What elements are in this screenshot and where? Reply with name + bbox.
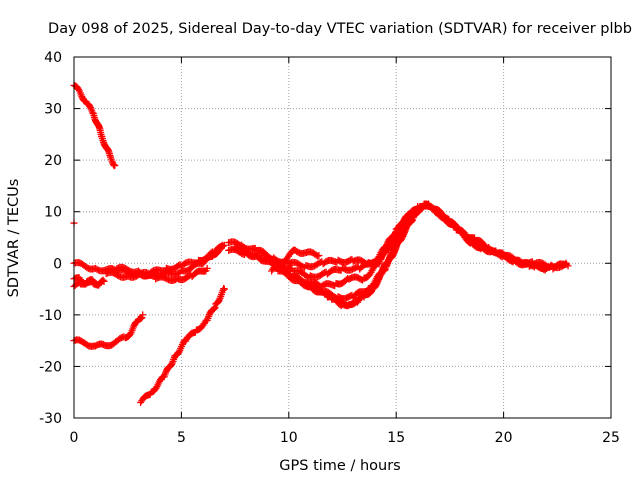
- data-point: [369, 284, 377, 292]
- y-tick-labels: -30 -20 -10 0 10 20 30 40: [39, 50, 62, 427]
- x-tick-label: 5: [177, 430, 186, 446]
- series-arc-decay-3: [431, 205, 551, 274]
- data-point: [109, 161, 117, 169]
- y-tick-label: 40: [44, 50, 62, 66]
- data-point: [94, 281, 102, 289]
- y-tick-label: 20: [44, 153, 62, 169]
- x-tick-label: 20: [495, 430, 513, 446]
- y-tick-label: -30: [39, 411, 62, 427]
- x-tick-label: 0: [70, 430, 79, 446]
- series-arc-lower-left: [70, 311, 147, 350]
- data-point: [210, 305, 218, 313]
- data-point: [99, 276, 107, 284]
- chart-title: Day 098 of 2025, Sidereal Day-to-day VTE…: [48, 21, 632, 37]
- series-arc-rising: [137, 285, 228, 407]
- plot-frame: [73, 56, 612, 419]
- data-point: [139, 311, 147, 319]
- series-arc-short-b: [70, 276, 104, 290]
- data-point: [100, 277, 108, 285]
- data-point: [174, 349, 182, 357]
- series-arc-decay-2: [424, 203, 570, 273]
- data-point: [410, 212, 418, 220]
- y-tick-label: -10: [39, 308, 62, 324]
- data-point: [219, 242, 227, 250]
- data-point: [375, 275, 383, 283]
- series-arc-decay-1: [420, 200, 572, 272]
- data-point: [75, 85, 83, 93]
- data-point: [543, 264, 551, 272]
- axis-ticks: [73, 56, 612, 419]
- data-point: [374, 277, 382, 285]
- data-point: [461, 230, 469, 238]
- series-arc-band-3: [113, 263, 211, 285]
- data-point: [383, 246, 391, 254]
- data-point: [370, 283, 378, 291]
- data-point: [383, 261, 391, 269]
- series-arc-mid-isolated: [268, 246, 323, 275]
- y-axis-title: SDTVAR / TECUs: [6, 179, 22, 298]
- data-point: [168, 360, 176, 368]
- y-tick-label: 0: [53, 256, 62, 272]
- y-tick-label: -20: [39, 359, 62, 375]
- x-tick-label: 25: [602, 430, 620, 446]
- data-point: [562, 259, 570, 267]
- series-arc-descending: [70, 81, 119, 170]
- data-point: [561, 260, 569, 268]
- x-axis-title: GPS time / hours: [279, 458, 400, 474]
- data-point: [168, 359, 176, 367]
- data-point: [129, 323, 137, 331]
- data-points: [70, 81, 572, 407]
- y-tick-label: 30: [44, 102, 62, 118]
- data-point: [137, 314, 145, 322]
- data-point: [86, 104, 94, 112]
- grid: [74, 57, 611, 418]
- data-point: [175, 348, 183, 356]
- data-point: [211, 304, 219, 312]
- series-arc-band-2: [102, 241, 228, 281]
- data-point: [215, 296, 223, 304]
- data-point: [111, 161, 119, 169]
- x-tick-label: 15: [387, 430, 405, 446]
- data-point: [220, 285, 228, 293]
- x-tick-labels: 0 5 10 15 20 25: [70, 430, 620, 446]
- data-point: [210, 304, 218, 312]
- y-tick-label: 10: [44, 205, 62, 221]
- data-point: [400, 230, 408, 238]
- data-point: [220, 241, 228, 249]
- x-tick-label: 10: [280, 430, 298, 446]
- data-point: [541, 266, 549, 274]
- data-point: [315, 252, 323, 260]
- data-point: [203, 264, 211, 272]
- data-point: [96, 280, 104, 288]
